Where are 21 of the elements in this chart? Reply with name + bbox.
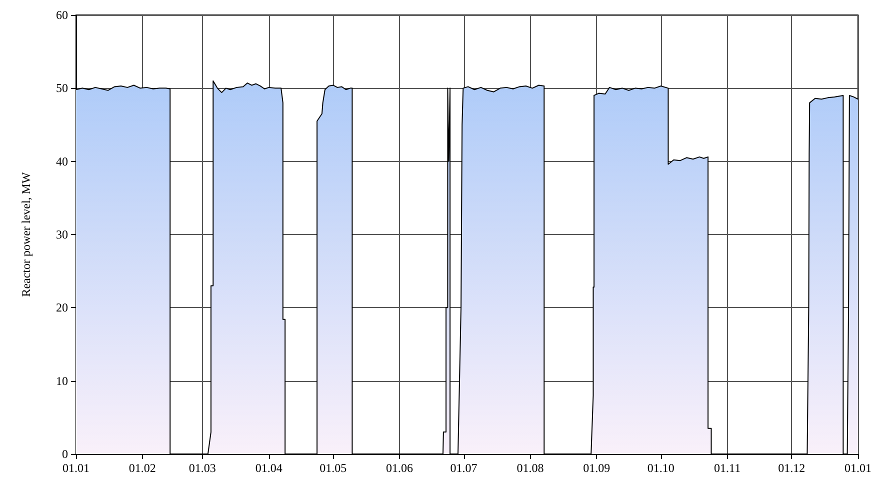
x-tick-label: 01.11 (714, 461, 741, 475)
x-tick-label: 01.04 (255, 461, 282, 475)
y-tick-label: 0 (62, 447, 68, 461)
x-tick-label: 01.08 (516, 461, 544, 475)
x-tick-label: 01.07 (450, 461, 478, 475)
y-tick-label: 40 (56, 154, 68, 168)
x-tick-label: 01.01 (62, 461, 90, 475)
y-tick-label: 20 (56, 300, 68, 315)
y-tick-label: 30 (56, 228, 68, 242)
x-tick-label: 01.12 (778, 461, 806, 475)
y-tick-label: 50 (56, 81, 68, 96)
x-tick-label: 01.01 (844, 461, 872, 475)
y-tick-label: 60 (56, 8, 68, 22)
y-tick-label: 10 (56, 374, 68, 388)
x-tick-label: 01.03 (188, 461, 216, 475)
x-tick-label: 01.09 (583, 461, 610, 475)
x-tick-label: 01.10 (647, 461, 674, 475)
x-tick-label: 01.02 (128, 461, 156, 475)
x-tick-label: 01.05 (320, 461, 347, 475)
x-tick-label: 01.06 (386, 461, 414, 475)
y-axis-title: Reactor power level, MW (19, 172, 33, 297)
